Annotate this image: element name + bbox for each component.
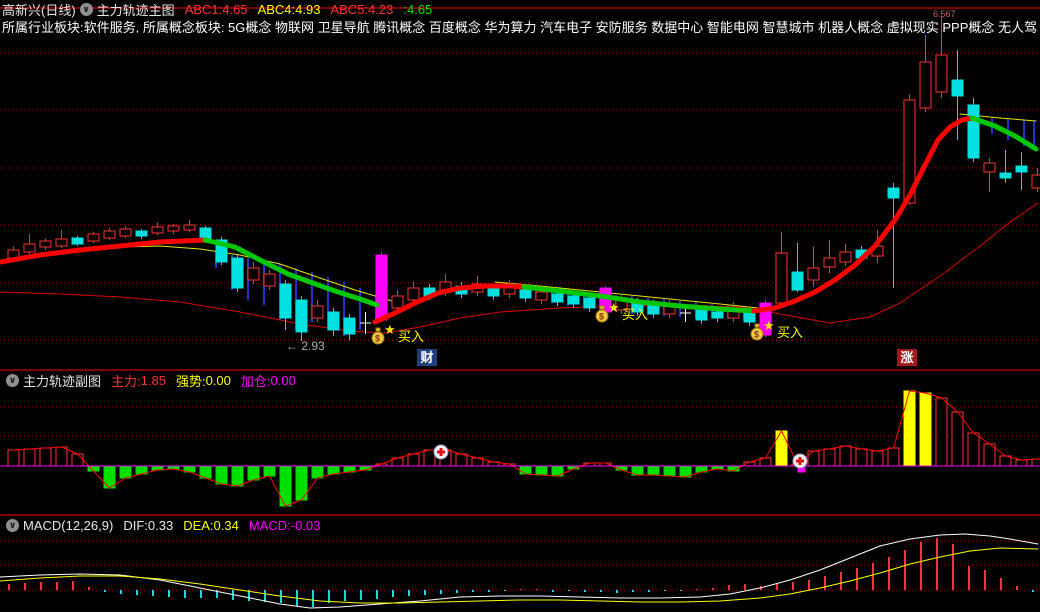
- dea-label: DEA:: [183, 517, 214, 533]
- sub-chart-panel[interactable]: [0, 369, 1040, 507]
- macd-label: MACD:: [248, 517, 291, 533]
- star-icon: ★: [763, 318, 775, 333]
- money-bag-icon: [371, 331, 385, 345]
- svg-text:买入: 买入: [622, 307, 648, 322]
- macd-value: -0.03: [290, 517, 321, 533]
- jiacang-label: 加仓:: [240, 373, 271, 389]
- indicator-title: 主力轨迹主图: [96, 2, 175, 18]
- buy-signal-marker: $ ★ 买入: [371, 322, 424, 345]
- abc4-value: 4.93: [295, 1, 321, 17]
- zhuli-value: 1.85: [140, 372, 166, 388]
- abc5-value: 4.23: [368, 1, 394, 17]
- money-bag-icon: [595, 309, 609, 323]
- macd-chart-panel[interactable]: [0, 514, 1040, 609]
- dif-value: 0.33: [147, 517, 174, 533]
- svg-text:买入: 买入: [777, 325, 803, 340]
- abc6-value: 4.65: [406, 1, 433, 17]
- dif-label: DIF:: [123, 517, 148, 533]
- zhuli-label: 主力:: [111, 373, 141, 389]
- collapse-sub-icon[interactable]: ∨: [6, 373, 19, 387]
- macd-panel-title-row: ∨ MACD(12,26,9) DIF: 0.33 DEA: 0.34 MACD…: [2, 517, 320, 533]
- abc5-label: ABC5:: [330, 1, 369, 17]
- dea-value: 0.34: [213, 517, 239, 533]
- abc4-label: ABC4:: [257, 1, 296, 17]
- collapse-main-icon[interactable]: ∨: [79, 2, 93, 16]
- watermark-cai: 财: [417, 349, 437, 366]
- money-bag-icon: [750, 327, 764, 341]
- svg-text:6.567: 6.567: [933, 9, 956, 19]
- macd-panel-title: MACD(12,26,9): [23, 517, 114, 533]
- svg-text:← 2.93: ← 2.93: [286, 339, 325, 353]
- main-chart-panel[interactable]: $★ 买入$★ 买入$★ 买入← 2.936.567: [0, 7, 1040, 353]
- svg-text:$: $: [754, 330, 759, 340]
- watermark-zhang: 涨: [897, 349, 917, 366]
- svg-text:$: $: [375, 334, 380, 344]
- star-icon: ★: [608, 300, 620, 315]
- buy-signal-marker: $ ★ 买入: [750, 318, 803, 341]
- stock-title: 高新兴(日线): [2, 2, 76, 18]
- buy-signal-marker: $ ★ 买入: [595, 300, 648, 323]
- svg-text:$: $: [599, 312, 604, 322]
- qiangshi-value: 0.00: [205, 372, 231, 388]
- sub-panel-title-row: ∨ 主力轨迹副图 主力: 1.85 强势: 0.00 加仓: 0.00: [2, 372, 296, 389]
- jiacang-value: 0.00: [270, 372, 296, 388]
- sector-tags[interactable]: 所属行业板块:软件服务, 所属概念板块: 5G概念 物联网 卫星导航 腾讯概念 …: [2, 20, 1038, 33]
- star-icon: ★: [384, 322, 396, 337]
- svg-text:买入: 买入: [398, 329, 424, 344]
- main-title-row: 高新兴(日线) ∨ 主力轨迹主图 ABC1: 4.65 ABC4: 4.93 A…: [2, 1, 433, 18]
- sub-panel-title: 主力轨迹副图: [23, 373, 102, 389]
- abc6-label: :: [403, 1, 407, 17]
- abc1-value: 4.65: [222, 1, 248, 17]
- collapse-macd-icon[interactable]: ∨: [6, 518, 19, 532]
- abc1-label: ABC1:: [184, 1, 223, 17]
- qiangshi-label: 强势:: [175, 373, 206, 389]
